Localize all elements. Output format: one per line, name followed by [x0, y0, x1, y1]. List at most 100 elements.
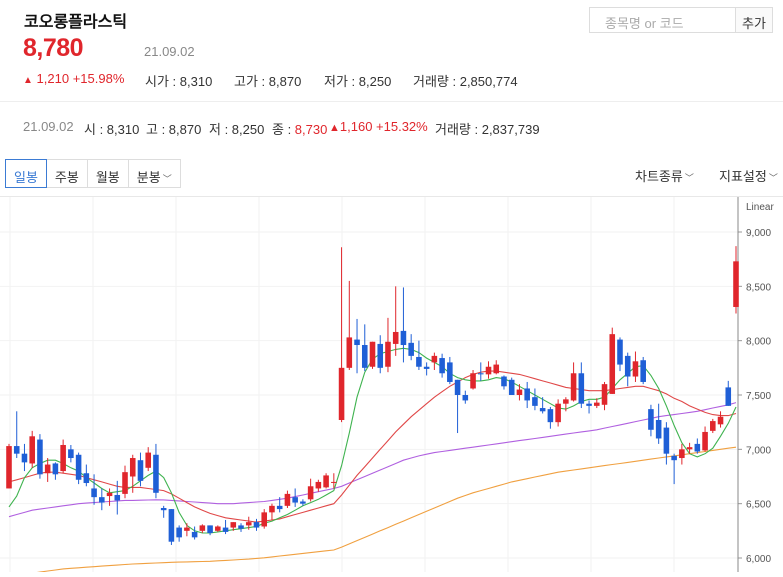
candle-body [454, 379, 461, 395]
candlestick-chart[interactable]: 6,000 6,500 7,000 7,500 8,000 8,500 9,000 Linea… [0, 197, 783, 577]
candle-body [44, 464, 51, 474]
candle-body [477, 373, 484, 375]
candle-body [68, 449, 74, 459]
candle-body [245, 522, 252, 526]
candle-body [640, 360, 646, 382]
candle-body [547, 409, 554, 423]
candle-body [207, 525, 213, 534]
candle-body [408, 342, 414, 356]
candle-body [733, 261, 739, 307]
price-change: ▲ 1,210 +15.98% [23, 71, 124, 86]
summary-volume-value: 2,837,739 [481, 122, 540, 137]
candle-body [315, 481, 322, 489]
current-price: 8,780 [23, 34, 84, 62]
candle-body [555, 403, 561, 423]
candle-body [655, 419, 662, 439]
candle-body [663, 427, 670, 454]
summary-date: 21.09.02 [23, 119, 74, 134]
candle-body [276, 505, 283, 510]
candle-body [392, 331, 399, 344]
candle-body [60, 444, 66, 472]
candle-body [261, 512, 268, 527]
change-percent: +15.98% [72, 71, 125, 86]
chart-type-dropdown[interactable]: 차트종류 ﹀ [635, 166, 694, 185]
indicator-label: 지표설정 [719, 169, 767, 184]
candle-body [284, 493, 291, 506]
candle-body [493, 364, 500, 374]
y-tick-label: 9,000 [746, 228, 771, 239]
tab-minute[interactable]: 분봉 ﹀ [128, 159, 181, 188]
candle-body [199, 525, 206, 531]
high-stat: 고가 : 8,870 [234, 71, 301, 90]
summary-high: 고 : 8,870 [146, 119, 201, 138]
candle-body [609, 334, 616, 394]
candle-body [462, 395, 469, 401]
summary-change: ▲1,160 +15.32% [329, 119, 428, 134]
chevron-down-icon: ﹀ [162, 174, 172, 184]
ma60-line [8, 402, 737, 518]
summary-close-value: 8,730 [294, 122, 328, 137]
candle-body [586, 403, 592, 406]
low-value: 8,250 [358, 74, 392, 89]
volume-value: 2,850,774 [459, 74, 518, 89]
volume-label: 거래량 : [413, 74, 460, 89]
summary-close: 종 : 8,730 [272, 119, 327, 138]
summary-low-value: 8,250 [231, 122, 265, 137]
search-input[interactable]: 종목명 or 코드 [589, 7, 735, 33]
candle-body [516, 389, 523, 395]
candle-body [532, 397, 538, 406]
candle-body [160, 508, 167, 511]
tab-weekly[interactable]: 주봉 [46, 159, 88, 188]
candle-body [710, 421, 716, 431]
candle-body [439, 358, 445, 374]
candle-body [431, 355, 438, 363]
candle-body [184, 527, 190, 531]
candle-body [632, 361, 639, 377]
candle-body [29, 436, 35, 464]
candle-body [37, 439, 43, 475]
candle-body [230, 522, 237, 528]
y-tick-label: 7,500 [746, 391, 771, 402]
candle-body [539, 408, 546, 412]
indicator-dropdown[interactable]: 지표설정 ﹀ [719, 166, 778, 185]
candle-body [99, 497, 105, 503]
y-tick-label: 6,500 [746, 500, 771, 511]
candle-body [717, 416, 724, 425]
price-date: 21.09.02 [144, 44, 195, 59]
add-button[interactable]: 추가 [735, 7, 773, 33]
candle-body [145, 452, 151, 468]
candle-body [501, 376, 507, 387]
candle-body [686, 447, 693, 450]
candle-body [508, 379, 515, 395]
volume-stat: 거래량 : 2,850,774 [413, 71, 518, 90]
candle-body [694, 443, 701, 452]
candle-body [13, 446, 20, 454]
tab-monthly[interactable]: 월봉 [87, 159, 129, 188]
summary-open-label: 시 : [84, 122, 107, 137]
summary-high-label: 고 : [146, 122, 169, 137]
tab-daily[interactable]: 일봉 [5, 159, 47, 188]
toolbar-divider [0, 196, 783, 197]
candle-body [253, 522, 260, 528]
candle-body [385, 341, 391, 367]
candle-body [122, 472, 128, 494]
candle-body [323, 475, 329, 488]
candle-body [563, 399, 569, 404]
y-tick-label: 7,000 [746, 445, 771, 456]
candle-body [338, 367, 345, 420]
chart-area[interactable]: 6,000 6,500 7,000 7,500 8,000 8,500 9,000 Linea… [0, 197, 783, 577]
summary-high-value: 8,870 [168, 122, 202, 137]
y-tick-label: 8,500 [746, 282, 771, 293]
chart-type-label: 차트종류 [635, 169, 683, 184]
tab-minute-label: 분봉 [136, 170, 161, 185]
candle-body [222, 527, 229, 532]
candle-body [594, 402, 600, 406]
summary-open: 시 : 8,310 [84, 119, 139, 138]
summary-up-triangle-icon: ▲ [329, 122, 340, 134]
candle-body [679, 449, 685, 459]
high-value: 8,870 [268, 74, 302, 89]
candle-body [6, 446, 12, 489]
summary-change-text: 1,160 +15.32% [339, 119, 428, 134]
candle-body [83, 473, 90, 484]
chevron-down-icon: ﹀ [768, 173, 778, 183]
